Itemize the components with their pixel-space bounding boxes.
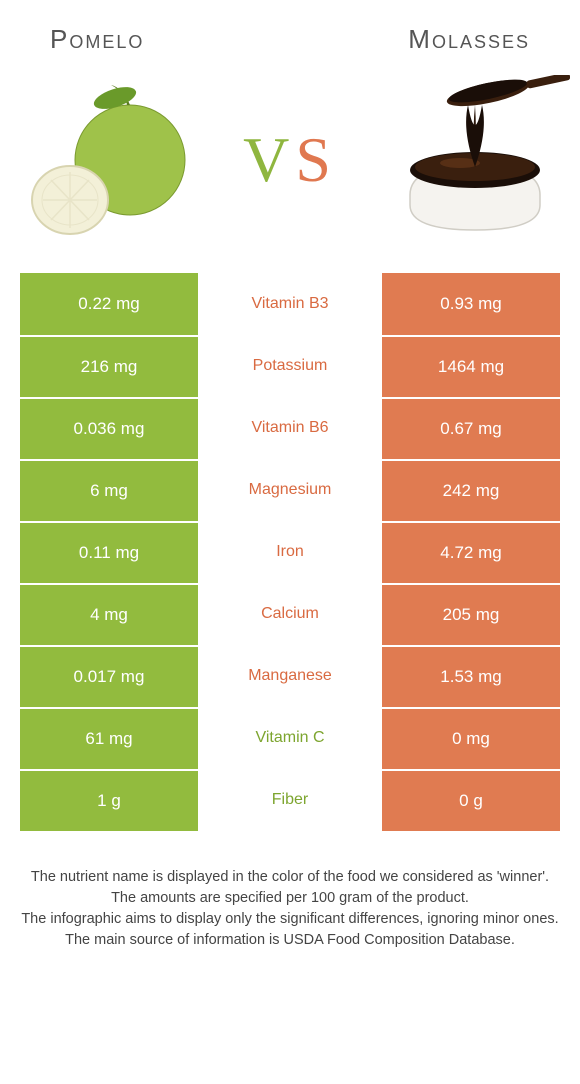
nutrient-name: Calcium (200, 583, 380, 645)
footer-line: The nutrient name is displayed in the co… (18, 867, 562, 888)
nutrient-row: 0.11 mgIron4.72 mg (20, 521, 560, 583)
right-food-title: molasses (408, 24, 530, 55)
food-image-row: VS (0, 63, 580, 273)
nutrient-name: Magnesium (200, 459, 380, 521)
right-value: 1.53 mg (380, 645, 560, 707)
left-value: 4 mg (20, 583, 200, 645)
nutrient-name: Iron (200, 521, 380, 583)
nutrient-name: Vitamin B6 (200, 397, 380, 459)
left-value: 6 mg (20, 459, 200, 521)
right-value: 205 mg (380, 583, 560, 645)
right-value: 242 mg (380, 459, 560, 521)
nutrient-row: 0.22 mgVitamin B30.93 mg (20, 273, 560, 335)
nutrient-name: Fiber (200, 769, 380, 831)
nutrient-name: Vitamin C (200, 707, 380, 769)
nutrient-row: 0.017 mgManganese1.53 mg (20, 645, 560, 707)
left-value: 1 g (20, 769, 200, 831)
molasses-image (380, 75, 570, 245)
nutrient-row: 61 mgVitamin C0 mg (20, 707, 560, 769)
left-value: 61 mg (20, 707, 200, 769)
left-value: 0.017 mg (20, 645, 200, 707)
footer-notes: The nutrient name is displayed in the co… (0, 831, 580, 951)
footer-line: The infographic aims to display only the… (18, 909, 562, 930)
footer-line: The main source of information is USDA F… (18, 930, 562, 951)
right-value: 0.67 mg (380, 397, 560, 459)
right-value: 4.72 mg (380, 521, 560, 583)
right-value: 0.93 mg (380, 273, 560, 335)
left-value: 0.22 mg (20, 273, 200, 335)
nutrient-row: 216 mgPotassium1464 mg (20, 335, 560, 397)
nutrient-name: Potassium (200, 335, 380, 397)
nutrient-name: Vitamin B3 (200, 273, 380, 335)
right-value: 1464 mg (380, 335, 560, 397)
vs-v: V (243, 124, 295, 195)
left-food-title: Pomelo (50, 24, 144, 55)
nutrient-row: 4 mgCalcium205 mg (20, 583, 560, 645)
nutrient-name: Manganese (200, 645, 380, 707)
footer-line: The amounts are specified per 100 gram o… (18, 888, 562, 909)
nutrient-row: 1 gFiber0 g (20, 769, 560, 831)
nutrient-table: 0.22 mgVitamin B30.93 mg216 mgPotassium1… (20, 273, 560, 831)
pomelo-image (10, 75, 200, 245)
left-value: 0.036 mg (20, 397, 200, 459)
header: Pomelo molasses (0, 0, 580, 63)
left-value: 216 mg (20, 335, 200, 397)
left-value: 0.11 mg (20, 521, 200, 583)
nutrient-row: 0.036 mgVitamin B60.67 mg (20, 397, 560, 459)
vs-label: VS (243, 123, 337, 197)
right-value: 0 g (380, 769, 560, 831)
right-value: 0 mg (380, 707, 560, 769)
nutrient-row: 6 mgMagnesium242 mg (20, 459, 560, 521)
vs-s: S (295, 124, 337, 195)
